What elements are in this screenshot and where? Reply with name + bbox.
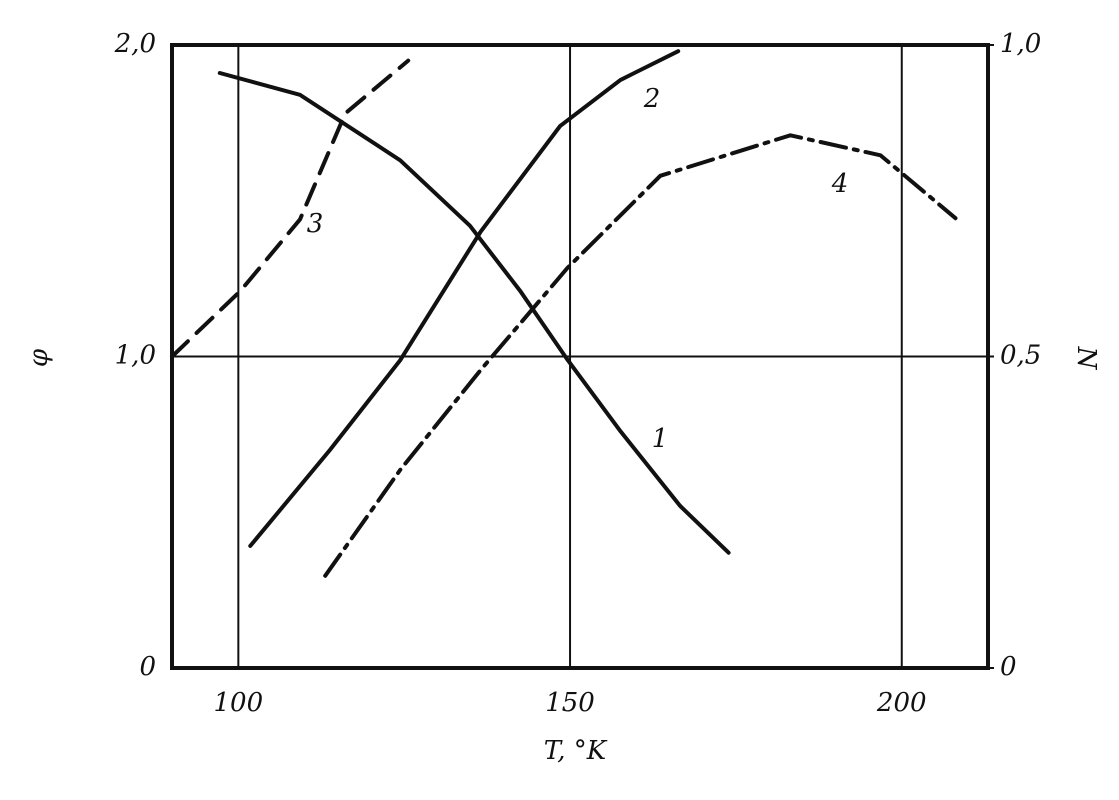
series-label: 3 [307,209,324,239]
y2-axis-label: N [1071,346,1101,371]
y2-tick-label: 0 [1000,652,1017,682]
series-line [323,133,958,578]
x-tick-label: 200 [876,688,927,718]
series-label: 1 [652,424,669,454]
y-tick-label: 1,0 [115,341,156,371]
series-label: 2 [643,84,661,114]
y-axis-label: φ [24,348,54,367]
x-axis-label: T, °K [544,736,608,766]
x-tick-label: 100 [214,688,264,718]
x-tick-label: 150 [545,688,595,718]
series-label: 4 [831,169,849,199]
y-tick-label: 2,0 [114,29,156,59]
y-tick-label: 0 [139,652,156,682]
series-line [217,71,731,555]
y2-tick-label: 0,5 [1000,341,1041,371]
y2-tick-label: 1,0 [1000,29,1041,59]
series-line [248,49,681,548]
series-line [170,58,411,359]
